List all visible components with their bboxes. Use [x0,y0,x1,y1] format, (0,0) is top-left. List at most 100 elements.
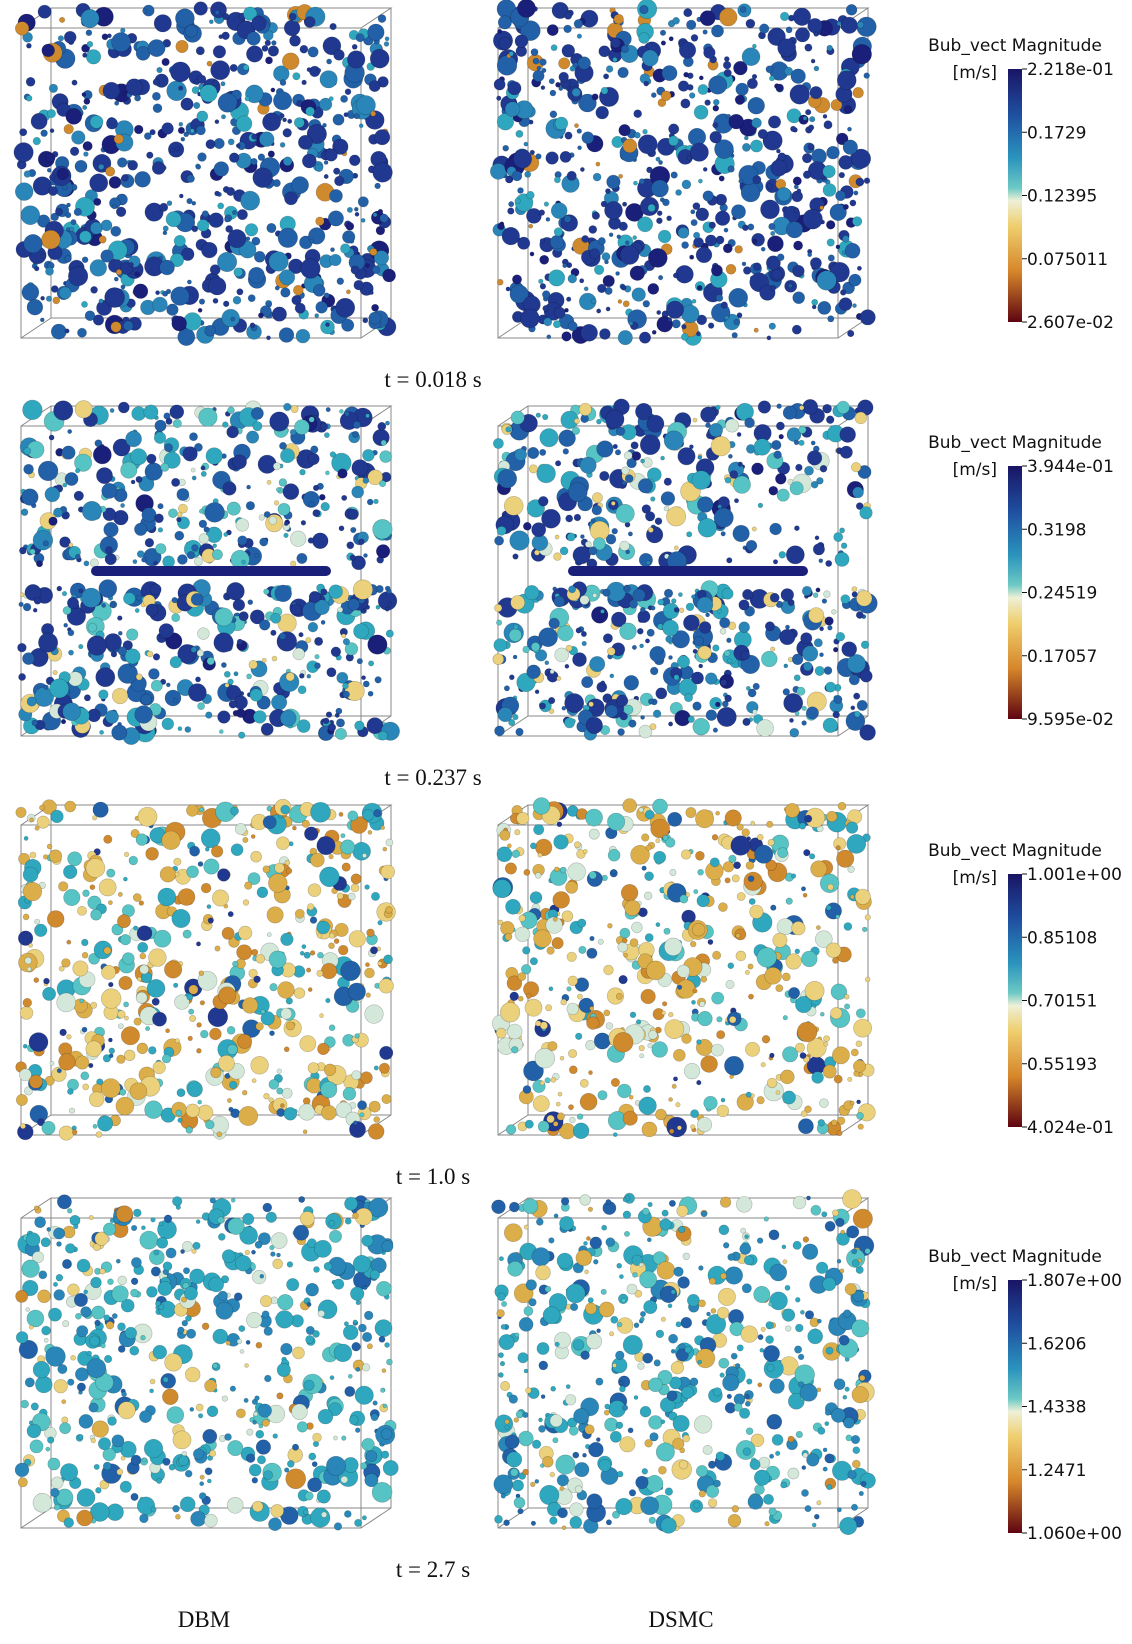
bubble [605,1404,610,1409]
bubble [213,1329,228,1344]
bubble [761,247,765,251]
bubble [199,520,207,528]
bubble [57,1069,61,1073]
bubble [820,465,827,472]
bubble [343,691,350,698]
bubble [319,494,325,500]
bubble [153,79,160,86]
bubble [730,471,738,479]
bubble [42,44,55,57]
bubble [269,951,286,968]
bubble [818,1119,825,1126]
bubble [651,606,655,610]
bubble [771,905,777,911]
bubble [842,642,857,657]
bubble [708,1461,716,1469]
bubble [148,40,165,57]
bubble [786,954,802,970]
bubble [323,718,329,724]
bubble [577,1114,583,1120]
bubble [855,889,870,904]
bubble [103,82,120,99]
bubble [325,149,337,161]
bubble [777,187,791,201]
bubble [106,547,113,554]
bubble [554,177,560,183]
bubble [74,491,84,501]
bubble [794,675,800,681]
bubble [857,1112,864,1119]
bubble [99,690,109,700]
bubble [153,654,160,661]
bubble [748,1494,763,1509]
bubble [111,322,122,333]
bubble [255,1241,262,1248]
bubble [613,1032,633,1052]
bubble [648,283,659,294]
bubble [198,628,210,640]
bubble [144,405,158,419]
bubble [505,863,516,874]
bubble [618,67,629,78]
bubble [517,0,535,17]
bubble [185,1470,192,1477]
bubble [244,882,252,890]
bubble [598,1091,607,1100]
bubble [606,307,610,311]
bubble [592,493,602,503]
bubble [131,1493,138,1500]
bubble [116,1097,134,1115]
bubble [862,927,867,932]
bubble [852,587,857,592]
bubble [31,1403,38,1410]
bubble [676,190,682,196]
bubble [381,440,387,446]
bubble [795,1043,804,1052]
bubble [68,266,88,286]
bubble [526,993,531,998]
bubble [229,153,239,163]
bubble [699,1001,705,1007]
bubble [271,630,277,636]
bubble [131,1225,137,1231]
bubble [494,639,507,652]
bubble [263,866,270,873]
bubble [532,523,546,537]
bubble [57,168,69,180]
bubble [750,140,762,152]
bubble [351,266,359,274]
bubble [611,1078,619,1086]
bubble [368,24,385,41]
bubble [606,1023,613,1030]
bubble [200,1482,204,1486]
bubble [228,1440,243,1455]
bubble [530,958,537,965]
bubble [539,1418,543,1422]
bubble [573,1123,589,1139]
bubble [721,302,728,309]
bubble [802,721,807,726]
bubble [506,1125,516,1135]
bubble [560,1486,564,1490]
bubble [251,407,263,419]
bubble [268,46,279,57]
bubble [572,88,581,97]
bubble [497,279,503,285]
bubble [35,1376,52,1393]
bubble [222,927,234,939]
bubble [497,526,506,535]
bubble [189,1009,194,1014]
bubble [669,1129,674,1134]
bubble [539,628,558,647]
bubble [133,560,137,564]
bubble [847,127,851,131]
bubble [316,301,328,313]
bubble [88,623,97,632]
bubble [102,34,108,40]
bubble [538,1121,549,1132]
bubble [334,1279,344,1289]
bubble [108,1279,114,1285]
bubble-band [568,566,808,576]
bubble [45,267,53,275]
